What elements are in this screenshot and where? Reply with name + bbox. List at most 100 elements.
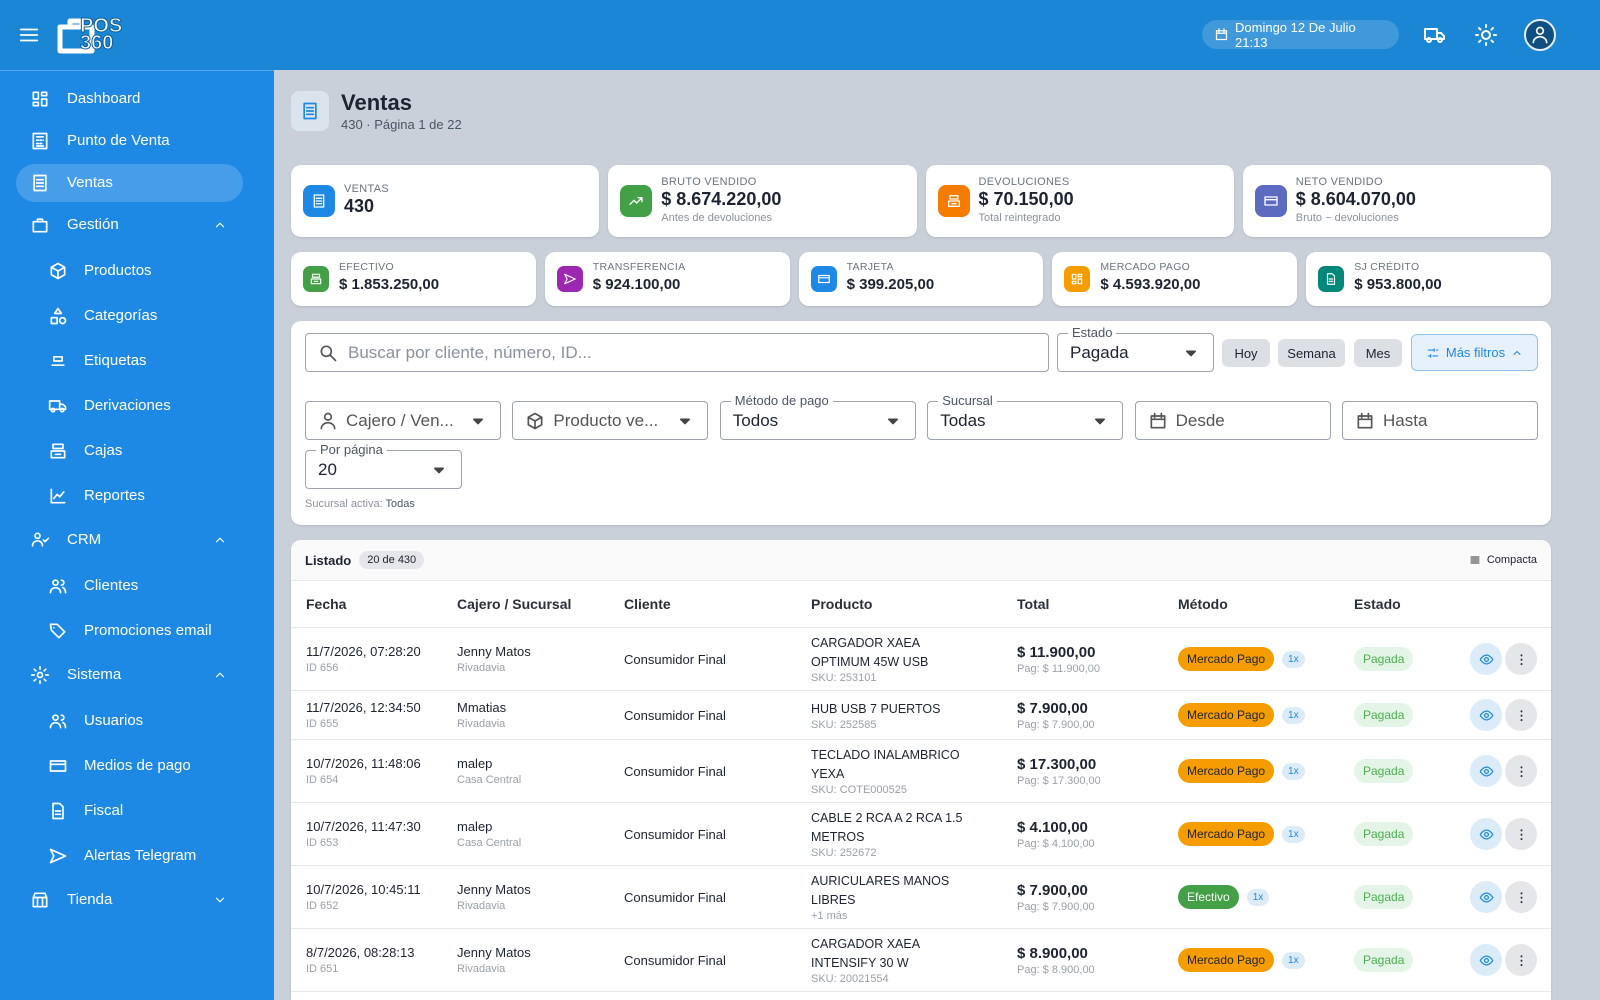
sku: SKU: COTE000525 [811,784,907,796]
icon [1150,412,1166,428]
icon [310,273,322,285]
search-input[interactable]: Buscar por cliente, número, ID... [305,333,1049,372]
status-badge: Pagada [1354,948,1414,972]
cell-fecha: 10/7/2026, 11:48:06 ID 654 [306,756,457,786]
payment-value: $ 1.853.250,00 [339,276,440,293]
nav-item[interactable]: Tienda [16,879,243,921]
theme-button[interactable] [1474,23,1498,47]
producto-select[interactable]: Producto ve... [512,401,709,440]
nav-subitem[interactable]: Etiquetas [16,339,243,384]
table-count: 20 de 430 [359,551,425,569]
payment-label: TRANSFERENCIA [592,261,686,273]
cell-total: $ 17.300,00 Pag: $ 17.300,00 [1017,756,1178,787]
producto: CARGADOR XAEA INTENSIFY 30 W [811,937,920,970]
nav-item[interactable]: Punto de Venta [16,120,243,162]
more-button[interactable] [1505,755,1537,787]
more-filters-button[interactable]: Más filtros [1411,334,1538,371]
icon-shape [1479,955,1493,965]
nav-subitem[interactable]: Derivaciones [16,384,243,429]
per-page-select[interactable]: Por página 20 [305,442,462,489]
nav-subitem[interactable]: Alertas Telegram [16,834,243,879]
column-header: Cajero / Sucursal [457,596,572,612]
more-button[interactable] [1505,818,1537,850]
stat-card: VENTAS 430 [291,165,600,237]
icon [1479,829,1493,839]
nav-subitem[interactable]: Productos [16,249,243,294]
view-button[interactable] [1470,944,1502,976]
sale-id: ID 651 [306,963,339,975]
menu-button[interactable] [18,24,40,46]
metodo-select[interactable]: Método de pago Todos [719,393,916,440]
producto: TECLADO INALAMBRICO YEXA [811,748,960,781]
nav-subitem[interactable]: Promociones email [16,609,243,654]
icon-shape [52,802,64,820]
nav-label: Cajas [84,442,123,459]
icon [303,102,317,120]
cell-actions [1470,643,1551,675]
nav-item[interactable]: Gestión [16,204,243,246]
cell-cajero: malep Casa Central [457,819,624,849]
payment-card: MERCADO PAGO $ 4.593.920,00 [1052,252,1298,306]
desde-date[interactable]: Desde [1134,401,1331,440]
date-chip: Domingo 12 De Julio 21:13 [1202,20,1399,50]
installments-badge: 1x [1282,762,1305,780]
quick-filter[interactable]: Hoy [1222,339,1270,367]
nav-item[interactable]: Ventas [16,164,243,202]
icon [1520,954,1522,966]
estado-select[interactable]: Estado Pagada [1057,325,1214,372]
method-badge: Mercado Pago [1178,647,1275,671]
stat-card: NETO VENDIDO $ 8.604.070,00 Bruto − devolu… [1242,165,1551,237]
more-button[interactable] [1505,881,1537,913]
quick-filter[interactable]: Mes [1354,339,1402,367]
nav-subitem[interactable]: Cajas [16,429,243,474]
nav-subitem[interactable]: Categorías [16,294,243,339]
nav-item[interactable]: CRM [16,519,243,561]
nav-subitem[interactable]: Clientes [16,564,243,609]
logo-top: POS [79,15,123,37]
icon [50,307,67,325]
nav-subitem[interactable]: Reportes [16,474,243,519]
icon-shape [32,132,48,150]
nav-subitem[interactable]: Fiscal [16,789,243,834]
view-button[interactable] [1470,881,1502,913]
view-button[interactable] [1470,699,1502,731]
icon-shape [1513,350,1521,355]
icon [32,892,48,908]
icon [473,418,483,424]
field-label: Estado [1068,325,1117,340]
cell-actions [1470,755,1551,787]
cajero-select[interactable]: Cajero / Ven... [305,401,501,440]
shipping-button[interactable] [1423,23,1447,47]
nav-subitem[interactable]: Usuarios [16,699,243,744]
view-button[interactable] [1470,818,1502,850]
icon-shape [49,579,67,594]
view-toggle[interactable]: Compacta [1469,554,1537,566]
view-button[interactable] [1470,755,1502,787]
view-button[interactable] [1470,643,1502,675]
icon-shape [32,91,48,107]
nav-item[interactable]: Dashboard [16,78,243,120]
nav-item[interactable]: Sistema [16,654,243,696]
nav-subitem[interactable]: Medios de pago [16,744,243,789]
nav-icon [48,396,68,420]
sale-id: ID 654 [306,774,339,786]
installments-badge: 1x [1282,650,1305,668]
avatar[interactable] [1524,19,1556,51]
icon-shape [473,418,483,424]
quick-filter[interactable]: Semana [1278,339,1345,367]
icon [1427,347,1439,358]
icon [1479,710,1493,720]
sucursal-select[interactable]: Sucursal Todas [927,393,1124,440]
icon [50,262,66,280]
nav-icon [48,441,68,465]
more-button[interactable] [1505,699,1537,731]
more-button[interactable] [1505,944,1537,976]
cell-estado: Pagada [1354,885,1470,909]
icon [629,197,643,205]
method-badge: Mercado Pago [1178,759,1275,783]
more-button[interactable] [1505,643,1537,675]
nav-label: Promociones email [84,622,212,639]
column-header: Total [1017,596,1050,612]
hasta-date[interactable]: Hasta [1342,401,1538,440]
